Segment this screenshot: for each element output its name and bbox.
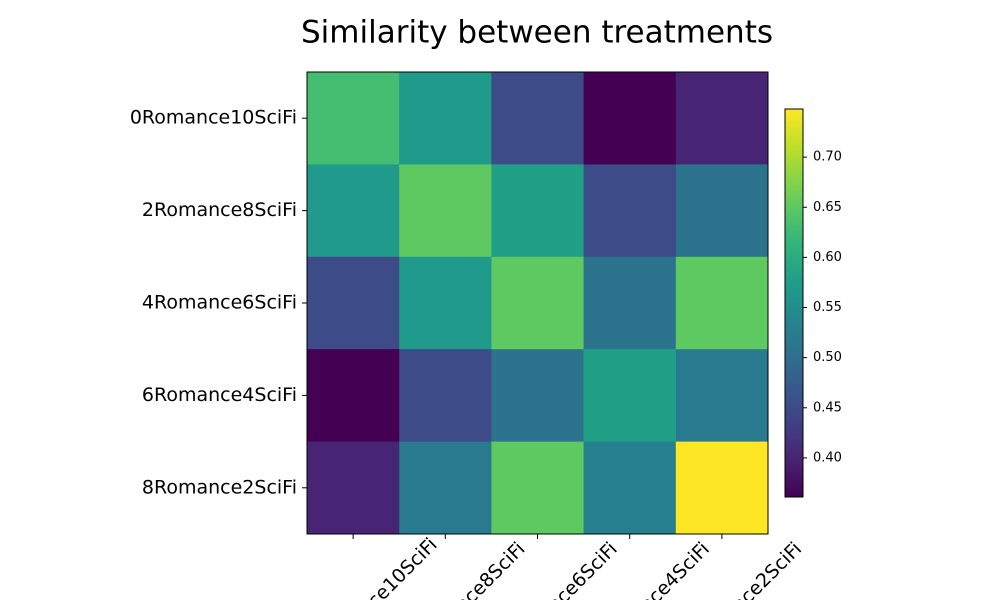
heatmap-cell	[399, 441, 492, 535]
colorbar-tick-label: 0.50	[813, 350, 842, 365]
heatmap-cell	[491, 72, 585, 165]
heatmap-cell	[675, 164, 769, 258]
colorbar-tick-label: 0.55	[813, 300, 842, 315]
heatmap-cell	[675, 349, 769, 443]
colorbar-tick-label: 0.70	[813, 150, 842, 165]
heatmap-cell	[583, 256, 677, 350]
heatmap-cell	[491, 164, 585, 258]
heatmap-cell	[307, 349, 400, 443]
y-tick-label: 2Romance8SciFi	[142, 199, 297, 221]
heatmap-cell	[307, 256, 400, 350]
heatmap-cell	[675, 72, 769, 165]
heatmap-cell	[675, 441, 769, 535]
chart-title: Similarity between treatments	[301, 15, 773, 51]
x-tick-label: 0Romance10SciFi	[308, 534, 442, 600]
y-tick-label: 4Romance6SciFi	[142, 292, 297, 314]
colorbar-tick-label: 0.65	[813, 200, 842, 215]
heatmap-cell	[583, 349, 677, 443]
heatmap-cell	[399, 72, 492, 165]
y-tick-label: 8Romance2SciFi	[142, 476, 297, 498]
colorbar-tick-label: 0.60	[813, 250, 842, 265]
colorbar-tick-label: 0.45	[813, 400, 842, 415]
heatmap-cell	[583, 72, 677, 165]
heatmap-cell	[399, 256, 492, 350]
y-tick-label: 0Romance10SciFi	[130, 107, 297, 129]
heatmap-cell	[675, 256, 769, 350]
colorbar	[784, 108, 804, 498]
heatmap-cell	[491, 256, 585, 350]
heatmap-cell	[491, 441, 585, 535]
y-tick-label: 6Romance4SciFi	[142, 384, 297, 406]
heatmap-cell	[583, 441, 677, 535]
heatmap-cell	[399, 349, 492, 443]
colorbar-tick-label: 0.40	[813, 450, 842, 465]
heatmap-cell	[307, 441, 400, 535]
heatmap-cell	[491, 349, 585, 443]
heatmap-cell	[583, 164, 677, 258]
heatmap-cell	[307, 164, 400, 258]
heatmap-cell	[399, 164, 492, 258]
heatmap-cell	[307, 72, 400, 165]
